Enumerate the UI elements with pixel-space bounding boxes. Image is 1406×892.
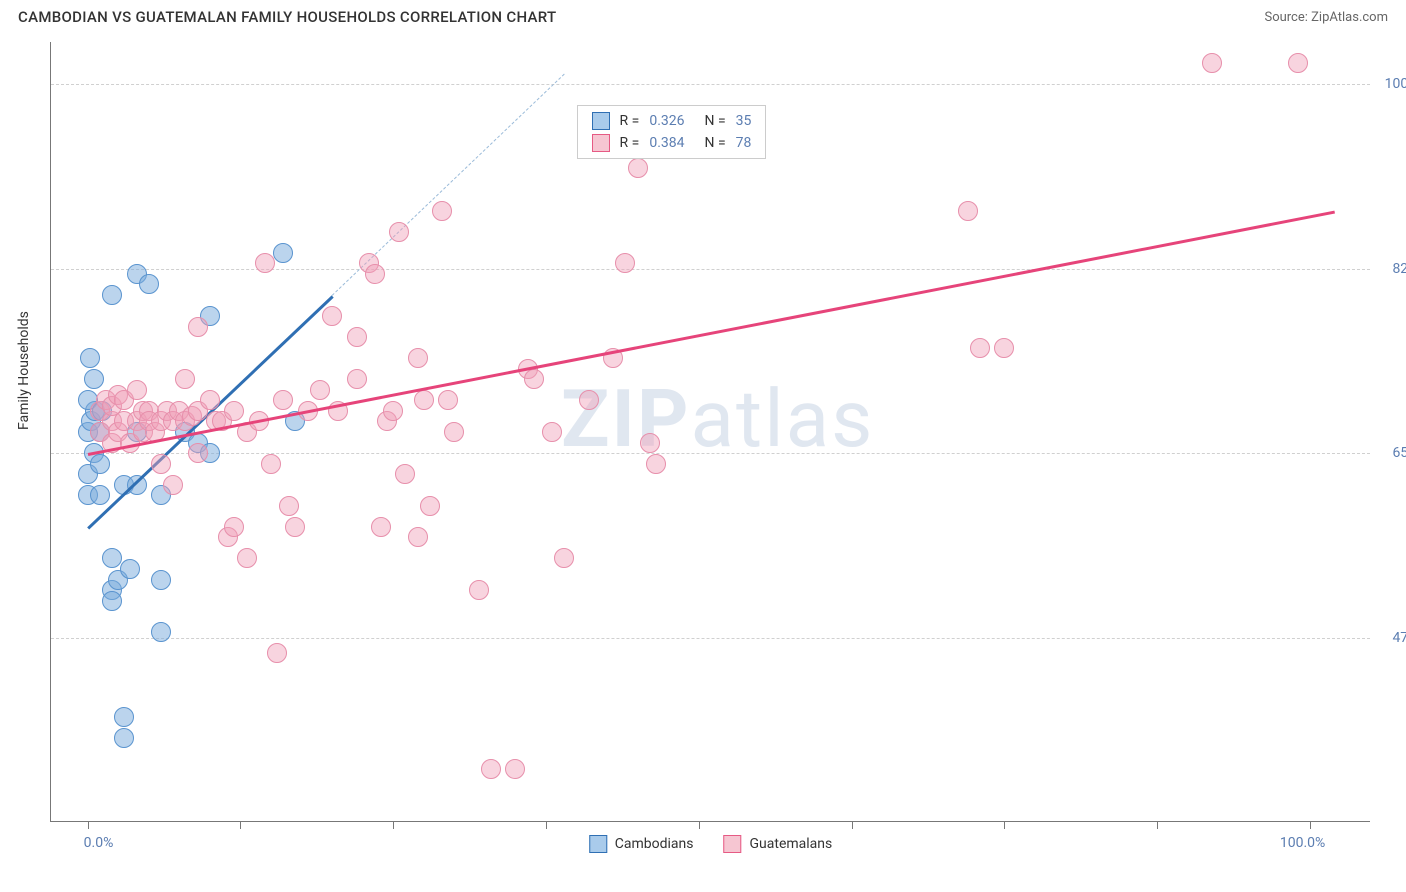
data-point [469, 580, 489, 600]
data-point [628, 158, 648, 178]
data-point [80, 348, 100, 368]
data-point [120, 559, 140, 579]
data-point [102, 548, 122, 568]
data-point [255, 253, 275, 273]
data-point [163, 475, 183, 495]
data-point [139, 274, 159, 294]
data-point [958, 201, 978, 221]
data-point [127, 475, 147, 495]
data-point [994, 338, 1014, 358]
data-point [505, 759, 525, 779]
legend-item: Guatemalans [723, 835, 832, 853]
data-point [365, 264, 385, 284]
data-point [1202, 53, 1222, 73]
data-point [322, 306, 342, 326]
data-point [279, 496, 299, 516]
legend-bottom: Cambodians Guatemalans [589, 835, 832, 853]
data-point [615, 253, 635, 273]
data-point [640, 433, 660, 453]
legend-correlation: R =0.326N =35R =0.384N =78 [577, 105, 767, 159]
data-point [224, 401, 244, 421]
data-point [267, 643, 287, 663]
data-point [224, 517, 244, 537]
data-point [90, 454, 110, 474]
source-label: Source: ZipAtlas.com [1264, 10, 1388, 25]
data-point [261, 454, 281, 474]
x-tick [1157, 821, 1158, 829]
legend-row: R =0.326N =35 [578, 110, 766, 132]
legend-swatch [589, 835, 607, 853]
x-tick [1310, 821, 1311, 829]
data-point [151, 454, 171, 474]
data-point [438, 390, 458, 410]
x-tick-label: 100.0% [1280, 835, 1325, 851]
y-tick-label: 47.5% [1392, 630, 1406, 646]
data-point [114, 728, 134, 748]
data-point [970, 338, 990, 358]
legend-swatch [592, 134, 610, 152]
data-point [395, 464, 415, 484]
x-tick [1004, 821, 1005, 829]
grid-line [51, 269, 1370, 270]
watermark: ZIPatlas [561, 372, 874, 466]
grid-line [51, 453, 1370, 454]
data-point [414, 390, 434, 410]
data-point [646, 454, 666, 474]
y-tick-label: 82.5% [1392, 261, 1406, 277]
data-point [408, 527, 428, 547]
data-point [127, 380, 147, 400]
data-point [175, 369, 195, 389]
data-point [371, 517, 391, 537]
data-point [151, 570, 171, 590]
data-point [285, 517, 305, 537]
scatter-plot-area: ZIPatlas CambodiansGuatemalans 47.5%65.0… [50, 42, 1370, 822]
data-point [151, 622, 171, 642]
data-point [408, 348, 428, 368]
y-axis-title: Family Households [16, 311, 32, 430]
data-point [347, 369, 367, 389]
x-tick [546, 821, 547, 829]
legend-item: Cambodians [589, 835, 694, 853]
x-tick [852, 821, 853, 829]
x-tick [699, 821, 700, 829]
grid-line [51, 638, 1370, 639]
data-point [273, 243, 293, 263]
y-tick-label: 65.0% [1392, 445, 1406, 461]
data-point [188, 317, 208, 337]
legend-swatch [723, 835, 741, 853]
data-point [188, 443, 208, 463]
data-point [579, 390, 599, 410]
data-point [273, 390, 293, 410]
data-point [554, 548, 574, 568]
data-point [1288, 53, 1308, 73]
chart-title: CAMBODIAN VS GUATEMALAN FAMILY HOUSEHOLD… [18, 8, 556, 26]
data-point [383, 401, 403, 421]
data-point [102, 591, 122, 611]
data-point [542, 422, 562, 442]
data-point [237, 548, 257, 568]
data-point [114, 707, 134, 727]
y-tick-label: 100.0% [1385, 76, 1406, 92]
x-tick [88, 821, 89, 829]
grid-line [51, 84, 1370, 85]
x-tick [393, 821, 394, 829]
x-tick-label: 0.0% [84, 835, 114, 851]
data-point [310, 380, 330, 400]
data-point [389, 222, 409, 242]
data-point [347, 327, 367, 347]
data-point [432, 201, 452, 221]
data-point [420, 496, 440, 516]
data-point [102, 285, 122, 305]
data-point [481, 759, 501, 779]
legend-row: R =0.384N =78 [578, 132, 766, 154]
data-point [524, 369, 544, 389]
x-tick [240, 821, 241, 829]
data-point [200, 390, 220, 410]
data-point [444, 422, 464, 442]
data-point [84, 369, 104, 389]
data-point [90, 485, 110, 505]
legend-swatch [592, 112, 610, 130]
chart-header: CAMBODIAN VS GUATEMALAN FAMILY HOUSEHOLD… [0, 0, 1406, 32]
